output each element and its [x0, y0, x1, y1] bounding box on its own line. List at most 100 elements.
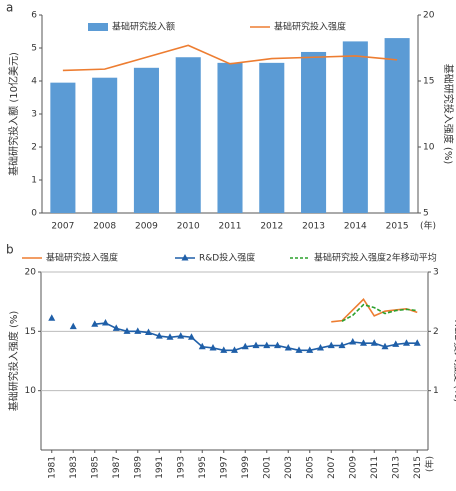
y-axis-label: 基础研究投入额 (10亿美元)	[7, 52, 20, 176]
point-marker	[252, 341, 260, 349]
x-tick-label: 2013	[391, 456, 401, 479]
point-marker	[188, 333, 195, 340]
point-marker	[274, 341, 281, 349]
x-unit: (年)	[420, 220, 436, 232]
point-marker	[349, 338, 357, 345]
point-marker	[413, 339, 421, 346]
point-marker	[284, 343, 292, 351]
y-tick-label: 5	[31, 44, 37, 54]
point-marker	[370, 339, 378, 346]
x-tick-label: 1989	[133, 456, 143, 479]
x-tick-label: 2011	[370, 456, 380, 479]
point-marker	[48, 314, 56, 321]
point-marker	[177, 332, 185, 339]
x-tick-label: 1985	[90, 456, 100, 479]
point-marker	[327, 341, 335, 349]
x-tick-label: 2015	[413, 456, 423, 479]
x-tick-label: 2009	[348, 456, 358, 479]
y-tick-label: 1	[31, 176, 37, 186]
point-marker	[317, 343, 324, 351]
bar	[384, 38, 410, 213]
y-tick-label: 2	[31, 143, 37, 153]
point-marker	[220, 346, 228, 353]
x-tick-label: 2014	[344, 222, 367, 232]
point-marker	[381, 342, 389, 350]
point-marker	[295, 346, 303, 353]
y-tick-label: 20	[25, 268, 37, 278]
series-line	[341, 303, 418, 322]
x-tick-label: 1981	[47, 456, 57, 479]
point-marker	[241, 342, 249, 350]
x-tick-label: 2007	[51, 222, 74, 232]
x-tick-label: 2007	[327, 456, 337, 479]
panel-label: a	[6, 1, 13, 15]
x-tick-label: 1995	[198, 456, 208, 479]
x-tick-label: 2010	[177, 222, 200, 232]
point-marker	[166, 333, 174, 340]
panel-label: b	[6, 243, 14, 257]
point-marker	[91, 320, 99, 327]
legend-label: 基础研究投入强度2年移动平均	[314, 252, 437, 264]
legend-label: R&D投入强度	[199, 252, 255, 264]
point-marker	[112, 324, 120, 331]
y2-tick-label: 1	[433, 386, 439, 396]
legend-label: 基础研究投入强度	[46, 252, 118, 264]
y2-tick-label: 2	[433, 327, 439, 337]
point-marker	[306, 346, 314, 353]
point-marker	[403, 339, 410, 346]
x-tick-label: 1997	[219, 456, 229, 479]
legend-swatch	[88, 23, 108, 31]
y2-tick-label: 5	[423, 209, 429, 219]
bar	[50, 82, 76, 214]
y2-tick-label: 15	[423, 77, 434, 87]
y-tick-label: 10	[25, 386, 37, 396]
x-tick-label: 2005	[305, 456, 315, 479]
x-tick-label: 2003	[284, 456, 294, 479]
x-tick-label: 1983	[69, 456, 79, 479]
x-tick-label: 2011	[219, 222, 242, 232]
point-marker	[155, 332, 163, 339]
y2-tick-label: 20	[423, 11, 435, 21]
point-marker	[392, 340, 400, 347]
point-marker	[360, 339, 367, 346]
point-marker	[263, 341, 271, 349]
x-tick-label: 2008	[93, 222, 116, 232]
bar	[259, 62, 285, 213]
y-axis-label: 基础研究投入强度 (%)	[7, 311, 20, 412]
y2-axis-label: 基础研究投入强度 (%)	[442, 64, 455, 165]
bar	[133, 67, 159, 213]
y-tick-label: 6	[31, 11, 37, 21]
y2-axis-label: R&D投入强度 (%)	[452, 320, 456, 403]
x-unit: (年)	[424, 456, 436, 472]
y-tick-label: 4	[31, 77, 37, 87]
y2-tick-label: 3	[433, 268, 439, 278]
point-marker	[123, 327, 131, 334]
point-marker	[198, 342, 206, 350]
point-marker	[209, 343, 217, 351]
point-marker	[134, 327, 142, 334]
bar	[217, 62, 243, 213]
x-tick-label: 1987	[112, 456, 122, 479]
legend-label: 基础研究投入额	[112, 21, 175, 33]
point-marker	[102, 319, 109, 326]
bar	[92, 77, 118, 213]
legend-marker	[181, 254, 189, 261]
point-marker	[145, 328, 152, 336]
x-tick-label: 2013	[302, 222, 325, 232]
point-marker	[338, 341, 346, 349]
bar	[342, 41, 368, 214]
bar	[301, 51, 327, 214]
y-tick-label: 0	[31, 209, 37, 219]
x-tick-label: 2015	[386, 222, 409, 232]
x-tick-label: 1993	[176, 456, 186, 479]
series-line	[62, 44, 398, 72]
y-tick-label: 15	[25, 327, 36, 337]
y2-tick-label: 10	[423, 143, 435, 153]
x-tick-label: 1991	[155, 456, 165, 479]
x-tick-label: 2012	[260, 222, 283, 232]
series-line	[331, 298, 418, 323]
point-marker	[231, 346, 238, 353]
legend-label: 基础研究投入强度	[274, 21, 346, 33]
y-tick-label: 3	[31, 110, 37, 120]
